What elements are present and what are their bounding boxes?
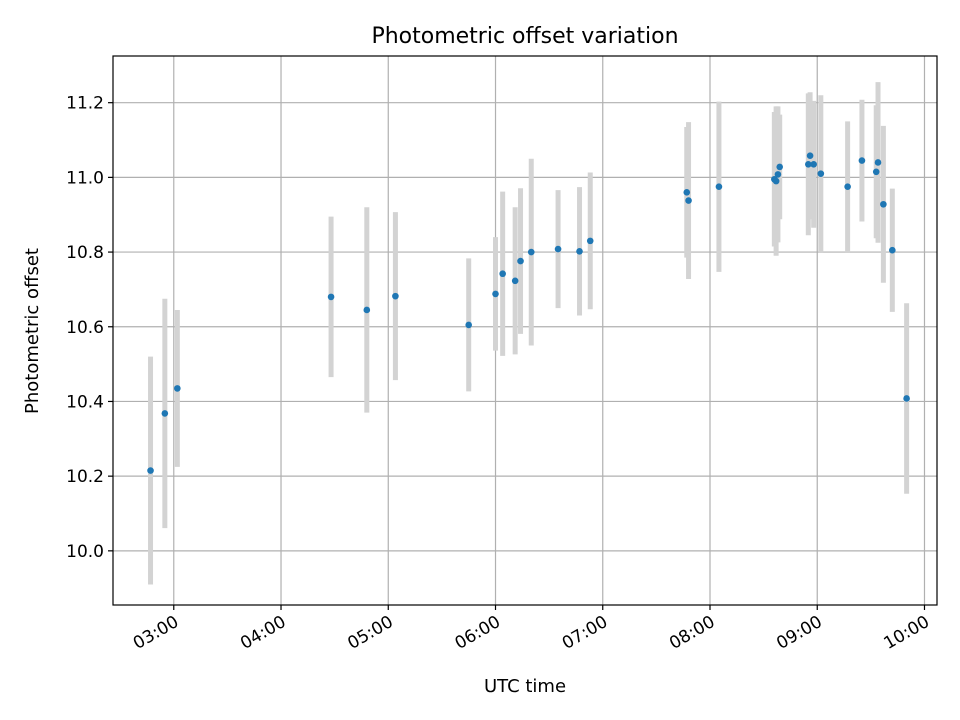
data-point [586, 237, 594, 245]
y-tick-label: 10.4 [66, 392, 104, 412]
y-tick-label: 10.8 [66, 243, 104, 263]
data-point [903, 395, 910, 402]
data-point [363, 306, 371, 314]
data-point [715, 183, 723, 191]
plot-frame [112, 55, 938, 606]
data-point [527, 248, 535, 256]
y-axis-label: Photometric offset [22, 248, 43, 414]
data-point [805, 161, 812, 168]
data-point [872, 168, 880, 176]
y-tick-label: 10.6 [66, 318, 104, 338]
data-point [147, 467, 154, 474]
data-point [683, 189, 691, 196]
data-point [161, 410, 169, 417]
data-point [776, 163, 784, 171]
y-tick-label: 11.0 [66, 168, 104, 188]
data-point [806, 152, 814, 160]
data-point [858, 157, 866, 164]
data-point [874, 159, 882, 166]
data-point [327, 293, 335, 301]
data-point [880, 200, 887, 208]
data-point [774, 171, 782, 178]
grid-layer [113, 56, 937, 605]
chart-title: Photometric offset variation [371, 24, 678, 49]
data-point-layer [147, 152, 910, 474]
data-point [392, 292, 399, 300]
data-point [511, 277, 519, 285]
data-point [576, 248, 583, 255]
data-point [492, 290, 499, 298]
data-point [810, 161, 817, 168]
data-point [889, 246, 896, 254]
data-point [174, 385, 181, 392]
data-point [554, 245, 562, 253]
data-point [465, 321, 472, 329]
data-point [772, 177, 780, 185]
data-point [499, 270, 506, 278]
y-tick-label: 10.2 [66, 467, 104, 487]
data-point [517, 257, 524, 265]
data-point [844, 183, 851, 191]
x-axis-label: UTC time [484, 676, 566, 697]
y-tick-label: 11.2 [66, 94, 104, 114]
data-point [685, 197, 692, 204]
y-tick-label: 10.0 [66, 542, 104, 562]
data-point [817, 170, 825, 177]
